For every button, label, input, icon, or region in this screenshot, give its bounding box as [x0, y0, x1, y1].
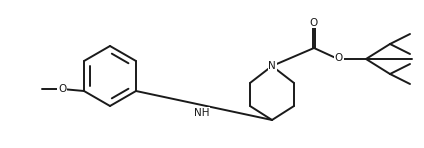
Text: N: N	[268, 61, 276, 71]
Text: O: O	[335, 53, 343, 63]
Text: NH: NH	[194, 107, 210, 118]
Text: O: O	[58, 84, 66, 94]
Text: O: O	[310, 17, 318, 28]
